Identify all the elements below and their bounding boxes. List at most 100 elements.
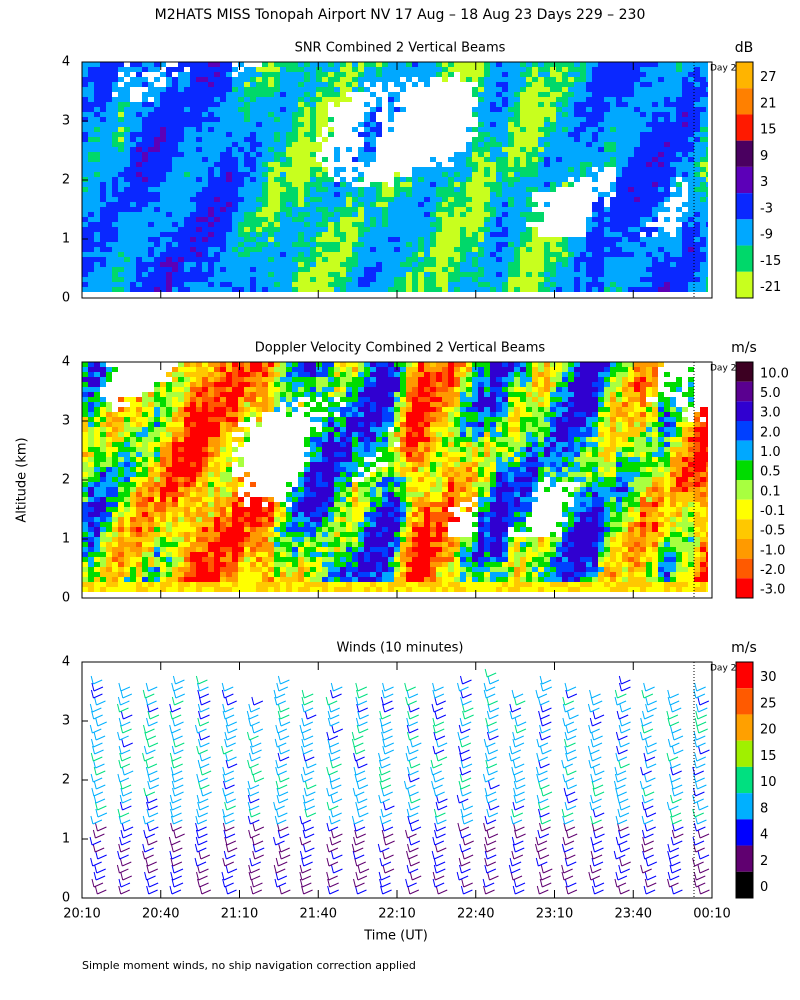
field-cell (244, 192, 250, 197)
field-cell (280, 72, 286, 77)
field-cell (268, 277, 274, 282)
field-cell (184, 82, 190, 87)
field-cell (136, 402, 142, 407)
field-cell (94, 467, 100, 472)
field-cell (184, 227, 190, 232)
field-cell (388, 267, 394, 272)
field-cell (172, 367, 178, 372)
field-cell (190, 257, 196, 262)
field-cell (256, 127, 262, 132)
field-cell (232, 122, 238, 127)
field-cell (652, 202, 658, 207)
field-cell (364, 222, 370, 227)
field-cell (418, 72, 424, 77)
field-cell (382, 217, 388, 222)
field-cell (670, 277, 676, 282)
field-cell (130, 212, 136, 217)
field-cell (190, 147, 196, 152)
field-cell (454, 277, 460, 282)
field-cell (316, 222, 322, 227)
field-cell (562, 287, 568, 292)
field-cell (112, 532, 118, 537)
field-cell (478, 167, 484, 172)
field-cell (154, 167, 160, 172)
field-cell (280, 222, 286, 227)
field-cell (352, 287, 358, 292)
field-cell (286, 182, 292, 187)
field-cell (430, 172, 436, 177)
field-cell (670, 137, 676, 142)
field-cell (214, 117, 220, 122)
field-cell (304, 112, 310, 117)
field-cell (370, 217, 376, 222)
field-cell (544, 242, 550, 247)
field-cell (94, 512, 100, 517)
field-cell (280, 252, 286, 257)
field-cell (520, 152, 526, 157)
field-cell (286, 102, 292, 107)
field-cell (208, 67, 214, 72)
field-cell (178, 227, 184, 232)
field-cell (166, 452, 172, 457)
field-cell (430, 177, 436, 182)
field-cell (466, 192, 472, 197)
field-cell (526, 187, 532, 192)
field-cell (682, 157, 688, 162)
field-cell (124, 487, 130, 492)
field-cell (94, 472, 100, 477)
field-cell (202, 172, 208, 177)
field-cell (178, 232, 184, 237)
field-cell (136, 247, 142, 252)
field-cell (658, 142, 664, 147)
field-cell (622, 177, 628, 182)
field-cell (346, 187, 352, 192)
field-cell (574, 77, 580, 82)
field-cell (622, 272, 628, 277)
field-cell (694, 267, 700, 272)
field-cell (622, 137, 628, 142)
field-cell (628, 62, 634, 67)
field-cell (148, 167, 154, 172)
field-cell (304, 242, 310, 247)
field-cell (220, 272, 226, 277)
field-cell (514, 152, 520, 157)
field-cell (94, 497, 100, 502)
field-cell (628, 82, 634, 87)
field-cell (472, 127, 478, 132)
colorbar-block (736, 271, 753, 298)
field-cell (190, 87, 196, 92)
field-cell (106, 257, 112, 262)
field-cell (262, 122, 268, 127)
field-cell (214, 87, 220, 92)
field-cell (448, 72, 454, 77)
field-cell (394, 172, 400, 177)
field-cell (298, 132, 304, 137)
field-cell (388, 217, 394, 222)
field-cell (364, 147, 370, 152)
field-cell (316, 272, 322, 277)
field-cell (478, 182, 484, 187)
field-cell (544, 182, 550, 187)
field-cell (604, 147, 610, 152)
field-cell (502, 252, 508, 257)
field-cell (88, 87, 94, 92)
field-cell (580, 72, 586, 77)
field-cell (88, 552, 94, 557)
field-cell (700, 217, 706, 222)
field-cell (664, 262, 670, 267)
field-cell (592, 132, 598, 137)
field-cell (634, 162, 640, 167)
field-cell (190, 77, 196, 82)
field-cell (646, 87, 652, 92)
field-cell (238, 212, 244, 217)
field-cell (700, 92, 706, 97)
field-cell (202, 247, 208, 252)
field-cell (586, 102, 592, 107)
field-cell (160, 547, 166, 552)
field-cell (142, 67, 148, 72)
field-cell (484, 257, 490, 262)
field-cell (484, 267, 490, 272)
field-cell (148, 262, 154, 267)
field-cell (226, 137, 232, 142)
field-cell (190, 122, 196, 127)
